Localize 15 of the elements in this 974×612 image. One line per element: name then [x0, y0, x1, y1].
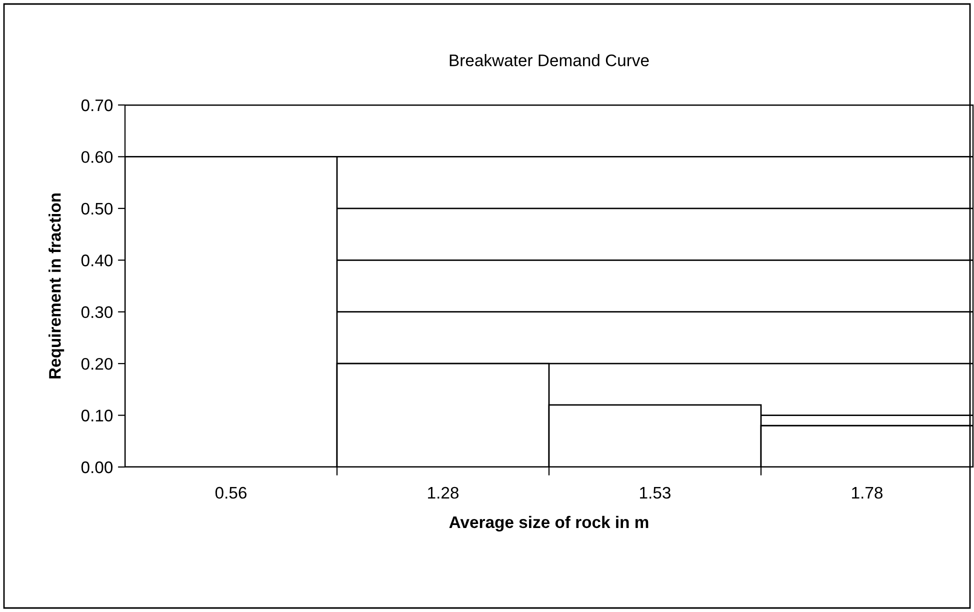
x-tick-label: 1.78: [852, 486, 882, 499]
y-tick-label: 0.40: [81, 254, 113, 266]
y-tick-label: 0.50: [81, 202, 113, 215]
y-tick-label: 0.60: [81, 151, 113, 163]
y-tick-label: 0.20: [81, 358, 113, 370]
x-axis-title: Average size of rock in m: [449, 516, 648, 532]
x-tick-label: 1.28: [428, 486, 458, 499]
y-tick-label: 0.70: [81, 99, 113, 112]
y-tick-label: 0.00: [81, 461, 113, 474]
chart-title: Breakwater Demand Curve: [450, 54, 649, 66]
y-tick-label: 0.10: [81, 410, 113, 422]
y-axis-title: Requirement in fraction: [48, 193, 64, 378]
y-tick-label: 0.30: [81, 306, 113, 318]
x-tick-label: 1.53: [640, 486, 670, 499]
x-tick-label: 0.56: [215, 486, 246, 499]
